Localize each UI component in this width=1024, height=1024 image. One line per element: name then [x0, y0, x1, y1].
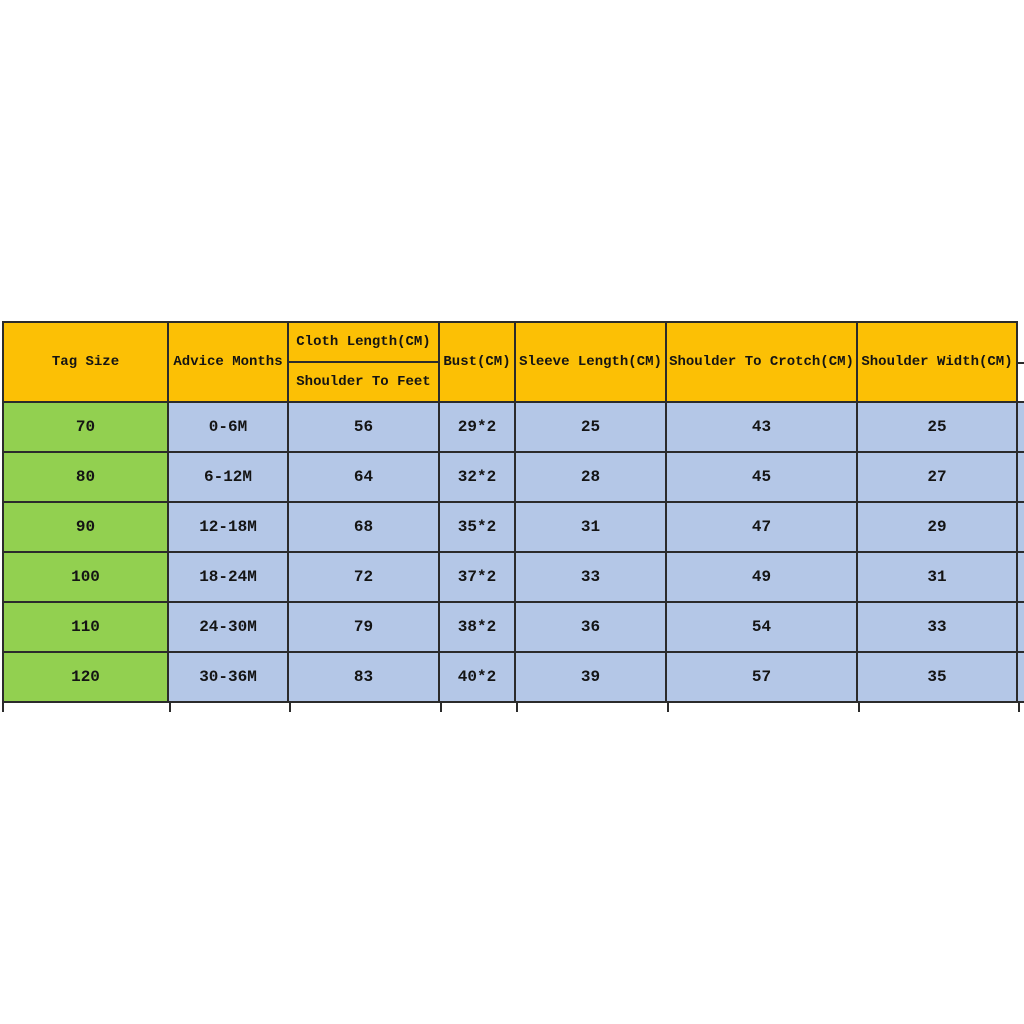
cell-shoulder-width: 35	[858, 653, 1018, 703]
cell-advice-months: 6-12M	[169, 453, 289, 503]
cell-sleeve-length: 28	[516, 453, 667, 503]
gridline-stub	[169, 701, 171, 712]
cell-shoulder-to-crotch: 49	[667, 553, 858, 603]
cell-sleeve-length: 25	[516, 403, 667, 453]
cell-sleeve-length: 31	[516, 503, 667, 553]
table-row: 120 30-36M 83 40*2 39 57 35	[2, 653, 1024, 703]
header-bust: Bust(CM)	[440, 321, 516, 403]
clipped-cell	[1018, 653, 1024, 703]
table-row: 90 12-18M 68 35*2 31 47 29	[2, 503, 1024, 553]
clipped-cell	[1018, 503, 1024, 553]
table-header-row: Tag Size Advice Months Cloth Length(CM) …	[2, 321, 1024, 403]
gridline-stub	[289, 701, 291, 712]
clipped-cell	[1018, 603, 1024, 653]
clipped-cell	[1018, 553, 1024, 603]
header-tag-size: Tag Size	[2, 321, 169, 403]
header-advice-months: Advice Months	[169, 321, 289, 403]
cell-shoulder-to-crotch: 45	[667, 453, 858, 503]
header-sleeve-length: Sleeve Length(CM)	[516, 321, 667, 403]
cell-tag-size: 100	[2, 553, 169, 603]
cell-sleeve-length: 33	[516, 553, 667, 603]
header-cloth-length: Cloth Length(CM) Shoulder To Feet	[289, 321, 440, 403]
cell-cloth-length: 83	[289, 653, 440, 703]
clipped-column-header	[1018, 321, 1024, 403]
cell-bust: 29*2	[440, 403, 516, 453]
cell-tag-size: 70	[2, 403, 169, 453]
cell-cloth-length: 68	[289, 503, 440, 553]
table-row: 70 0-6M 56 29*2 25 43 25	[2, 403, 1024, 453]
header-shoulder-width: Shoulder Width(CM)	[858, 321, 1018, 403]
cell-advice-months: 18-24M	[169, 553, 289, 603]
cell-shoulder-to-crotch: 47	[667, 503, 858, 553]
cell-cloth-length: 79	[289, 603, 440, 653]
cell-shoulder-to-crotch: 57	[667, 653, 858, 703]
cell-advice-months: 30-36M	[169, 653, 289, 703]
cell-bust: 37*2	[440, 553, 516, 603]
cell-cloth-length: 72	[289, 553, 440, 603]
cell-shoulder-width: 31	[858, 553, 1018, 603]
table-row: 110 24-30M 79 38*2 36 54 33	[2, 603, 1024, 653]
table-row: 80 6-12M 64 32*2 28 45 27	[2, 453, 1024, 503]
header-cloth-length-label: Cloth Length(CM)	[289, 323, 438, 363]
header-shoulder-to-feet-label: Shoulder To Feet	[296, 374, 431, 390]
cell-bust: 40*2	[440, 653, 516, 703]
cell-cloth-length: 56	[289, 403, 440, 453]
gridline-stub	[667, 701, 669, 712]
cell-sleeve-length: 39	[516, 653, 667, 703]
size-chart-table: Tag Size Advice Months Cloth Length(CM) …	[2, 321, 1024, 703]
cell-bust: 32*2	[440, 453, 516, 503]
cell-advice-months: 0-6M	[169, 403, 289, 453]
gridline-stub	[858, 701, 860, 712]
cell-shoulder-width: 33	[858, 603, 1018, 653]
table-row: 100 18-24M 72 37*2 33 49 31	[2, 553, 1024, 603]
cell-bust: 38*2	[440, 603, 516, 653]
gridline-stub	[440, 701, 442, 712]
cell-shoulder-width: 25	[858, 403, 1018, 453]
clipped-cell	[1018, 453, 1024, 503]
cell-shoulder-width: 29	[858, 503, 1018, 553]
gridline-stub	[516, 701, 518, 712]
cell-advice-months: 24-30M	[169, 603, 289, 653]
size-chart-body: Tag Size Advice Months Cloth Length(CM) …	[2, 321, 1024, 703]
gridline-stub	[1018, 701, 1020, 712]
cell-tag-size: 90	[2, 503, 169, 553]
gridline-stub	[2, 701, 4, 712]
cell-sleeve-length: 36	[516, 603, 667, 653]
cell-bust: 35*2	[440, 503, 516, 553]
cell-shoulder-to-crotch: 43	[667, 403, 858, 453]
cell-advice-months: 12-18M	[169, 503, 289, 553]
cell-shoulder-width: 27	[858, 453, 1018, 503]
cell-cloth-length: 64	[289, 453, 440, 503]
cell-tag-size: 80	[2, 453, 169, 503]
cell-shoulder-to-crotch: 54	[667, 603, 858, 653]
size-chart-table-container: Tag Size Advice Months Cloth Length(CM) …	[2, 321, 1024, 713]
cell-tag-size: 120	[2, 653, 169, 703]
clipped-column-split-line	[1018, 321, 1024, 364]
header-shoulder-to-crotch: Shoulder To Crotch(CM)	[667, 321, 858, 403]
clipped-cell	[1018, 403, 1024, 453]
cell-tag-size: 110	[2, 603, 169, 653]
